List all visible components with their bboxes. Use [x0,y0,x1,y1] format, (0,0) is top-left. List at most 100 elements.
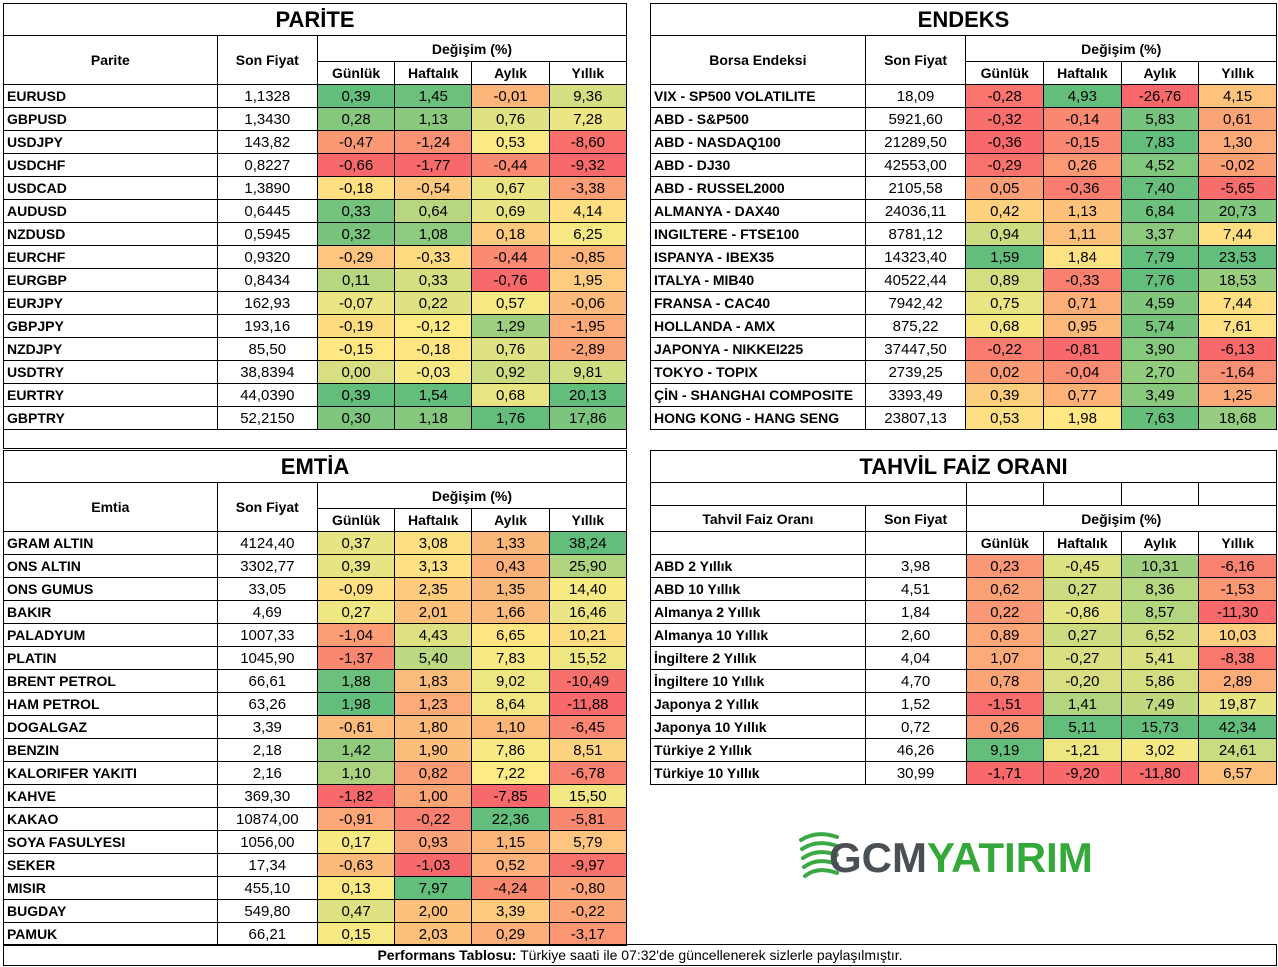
logo-swoosh-stroke [802,859,839,869]
row-change-3: -9,32 [548,153,628,177]
gcm-yatirim-logo: GCM YATIRIM [797,826,1117,888]
row-price: 2105,58 [864,176,967,200]
row-change-1: 1,08 [394,222,473,246]
logo-swoosh-stroke [800,841,839,851]
row-change-0: 0,62 [965,577,1045,601]
table-row: BUGDAY 549,80 0,47 2,00 3,39 -0,22 [3,899,628,923]
row-change-3: 20,73 [1198,199,1277,223]
row-change-1: -0,36 [1043,176,1122,200]
row-change-2: 0,76 [471,107,550,131]
row-price: 1056,00 [216,830,318,854]
col-header-period: Aylık [1120,531,1200,555]
row-name: VIX - SP500 VOLATILITE [650,84,866,108]
row-change-2: 3,90 [1120,337,1200,361]
row-name: GBPTRY [3,406,218,430]
endeks-table: ENDEKS Borsa Endeksi Son Fiyat Değişim (%) G… [650,3,1277,430]
row-change-1: -0,20 [1043,669,1122,693]
col-header-period: Günlük [316,508,396,532]
logo-yatirim-text: YATIRIM [927,834,1093,881]
row-change-0: -0,91 [316,807,396,831]
table-row: GBPTRY 52,2150 0,30 1,18 1,76 17,86 [3,406,628,430]
row-change-1: 0,26 [1043,153,1122,177]
row-change-2: 7,86 [471,738,550,762]
row-change-2: 1,66 [471,600,550,624]
row-change-2: -0,76 [471,268,550,292]
row-change-3: 1,95 [548,268,628,292]
row-change-3: 18,68 [1198,406,1277,430]
row-name: SEKER [3,853,218,877]
row-change-3: -3,17 [548,922,628,946]
header-spacer [965,482,1045,506]
table-row: TOKYO - TOPIX 2739,25 0,02 -0,04 2,70 -1,64 [650,360,1277,384]
row-price: 1,52 [864,692,967,716]
row-change-1: 2,35 [394,577,473,601]
row-change-2: -0,01 [471,84,550,108]
table-row: MISIR 455,10 0,13 7,97 -4,24 -0,80 [3,876,628,900]
row-name: KALORIFER YAKITI [3,761,218,785]
row-change-3: -1,95 [548,314,628,338]
row-change-1: 0,95 [1043,314,1122,338]
row-change-3: 5,79 [548,830,628,854]
row-change-1: 1,18 [394,406,473,430]
parite-panel: PARİTE Parite Son Fiyat Değişim (%) Günlük Ha… [3,3,628,430]
row-change-0: -0,29 [316,245,396,269]
row-name: KAHVE [3,784,218,808]
row-change-1: 0,64 [394,199,473,223]
row-name: ABD - DJ30 [650,153,866,177]
table-row: USDTRY 38,8394 0,00 -0,03 0,92 9,81 [3,360,628,384]
row-change-0: 0,39 [316,84,396,108]
table-row: ABD - S&P500 5921,60 -0,32 -0,14 5,83 0,61 [650,107,1277,131]
col-header-period: Yıllık [548,61,628,85]
row-change-3: 4,15 [1198,84,1277,108]
table-row: Almanya 10 Yıllık 2,60 0,89 0,27 6,52 10,03 [650,623,1277,647]
row-name: BRENT PETROL [3,669,218,693]
row-name: EURTRY [3,383,218,407]
row-name: ABD - RUSSEL2000 [650,176,866,200]
table-row: GBPUSD 1,3430 0,28 1,13 0,76 7,28 [3,107,628,131]
row-name: Japonya 10 Yıllık [650,715,866,739]
col-header-change: Değişim (%) [316,482,628,509]
row-price: 3393,49 [864,383,967,407]
row-change-0: 0,22 [965,600,1045,624]
row-change-0: -1,37 [316,646,396,670]
row-change-3: 6,25 [548,222,628,246]
row-price: 23807,13 [864,406,967,430]
row-change-0: -0,63 [316,853,396,877]
row-change-3: -5,65 [1198,176,1277,200]
row-change-3: 6,57 [1198,761,1277,785]
row-change-3: -9,97 [548,853,628,877]
row-change-2: 7,83 [1120,130,1200,154]
row-change-0: 0,39 [316,383,396,407]
footer-note: Performans Tablosu: Türkiye saati ile 07… [3,944,1277,966]
row-change-1: -0,45 [1043,554,1122,578]
row-change-2: 8,36 [1120,577,1200,601]
row-price: 549,80 [216,899,318,923]
row-name: İngiltere 10 Yıllık [650,669,866,693]
row-change-1: -0,22 [394,807,473,831]
row-change-1: -0,15 [1043,130,1122,154]
row-change-3: -6,13 [1198,337,1277,361]
col-header-period: Aylık [1120,61,1200,85]
row-change-1: 0,93 [394,830,473,854]
row-change-1: -0,54 [394,176,473,200]
header-empty [650,531,866,555]
col-header-period: Yıllık [1198,531,1277,555]
row-change-1: 5,40 [394,646,473,670]
row-change-0: 1,98 [316,692,396,716]
row-change-2: 1,35 [471,577,550,601]
row-change-0: -0,29 [965,153,1045,177]
row-change-1: -0,14 [1043,107,1122,131]
table-row: AUDUSD 0,6445 0,33 0,64 0,69 4,14 [3,199,628,223]
table-row: NZDUSD 0,5945 0,32 1,08 0,18 6,25 [3,222,628,246]
row-change-1: -9,20 [1043,761,1122,785]
row-change-2: 7,83 [471,646,550,670]
table-row: PAMUK 66,21 0,15 2,03 0,29 -3,17 [3,922,628,946]
row-change-0: 0,78 [965,669,1045,693]
row-change-3: -1,64 [1198,360,1277,384]
logo-swoosh-stroke [799,832,839,842]
row-change-0: -0,09 [316,577,396,601]
row-price: 2739,25 [864,360,967,384]
row-name: GBPUSD [3,107,218,131]
row-change-2: -26,76 [1120,84,1200,108]
table-row: ALMANYA - DAX40 24036,11 0,42 1,13 6,84 20,73 [650,199,1277,223]
